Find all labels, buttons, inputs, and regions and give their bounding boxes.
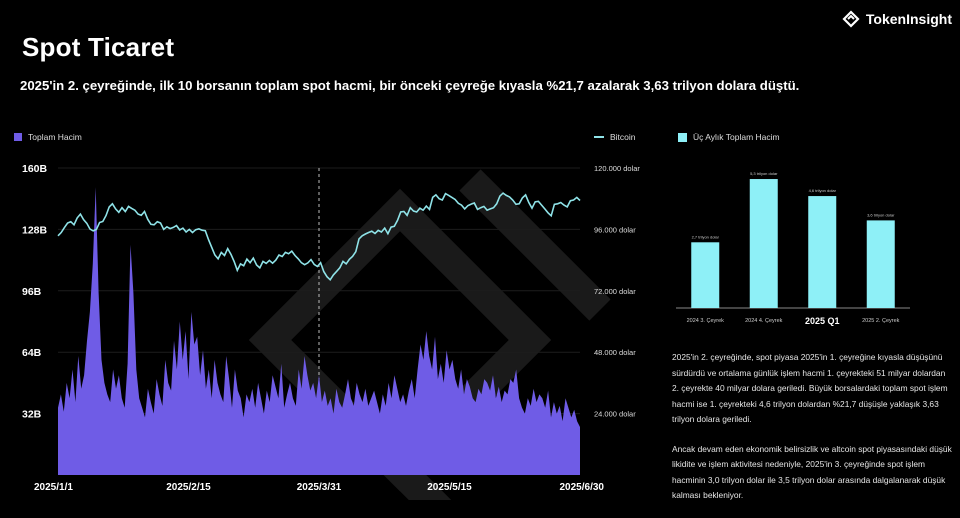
brand-logo: TokenInsight [842,10,952,28]
quarter-bar [749,179,778,308]
y-left-tick-label: 32B [22,409,42,421]
legend-volume: Toplam Hacim [14,132,82,142]
y-left-tick-label: 96B [22,286,42,298]
quarter-category-label: 2025 2. Çeyrek [862,318,900,324]
legend-quarterly: Üç Aylık Toplam Hacim [678,132,780,142]
y-left-tick-label: 128B [22,224,48,236]
legend-volume-swatch [14,133,22,141]
quarter-bar [866,220,895,308]
volume-bitcoin-chart: 32B 64B 96B 128B 160B 24.000 dolar 48.000 dol… [22,163,640,500]
y-right-tick-label: 24.000 dolar [594,410,636,419]
x-tick-label: 2025/3/31 [297,482,342,493]
analysis-paragraph-1: 2025'in 2. çeyreğinde, spot piyasa 2025'… [672,352,948,424]
legend-bitcoin-label: Bitcoin [610,132,636,142]
quarter-bar-value-label: 2,7 trilyon dolar [692,234,720,239]
x-tick-label: 2025/6/30 [560,482,605,493]
brand-name: TokenInsight [865,11,952,27]
y-right-tick-label: 72.000 dolar [594,287,636,296]
legend-quarterly-label: Üç Aylık Toplam Hacim [693,132,780,142]
quarter-category-label: 2024 4. Çeyrek [745,318,783,324]
y-left-tick-label: 160B [22,163,48,175]
legend-quarterly-swatch [678,132,687,142]
page-title: Spot Ticaret [22,32,175,62]
y-left-tick-label: 64B [22,347,42,359]
x-tick-label: 2025/1/1 [34,482,73,493]
volume-series-area [58,187,580,475]
y-right-tick-label: 96.000 dolar [594,225,636,234]
y-right-tick-label: 120.000 dolar [594,164,640,173]
quarter-bar [691,242,720,308]
quarter-bar-value-label: 3,6 trilyon dolar [867,212,895,217]
analysis-paragraph-2: Ancak devam eden ekonomik belirsizlik ve… [672,443,952,501]
analysis-notes: 2025'in 2. çeyreğinde, spot piyasa 2025'… [672,350,954,518]
x-tick-label: 2025/2/15 [166,482,211,493]
legend-bitcoin-swatch [594,136,604,138]
quarter-bar-value-label: 5,3 trilyon dolar [750,171,778,176]
tokeninsight-logo-icon [842,10,860,28]
quarter-category-label: 2025 Q1 [805,316,840,326]
quarterly-volume-chart: 2,7 trilyon dolar 2024 3. Çeyrek 5,3 trily… [676,171,910,326]
y-right-tick-label: 48.000 dolar [594,348,636,357]
quarter-bar [808,196,837,308]
legend-bitcoin: Bitcoin [594,132,636,142]
page-subtitle: 2025'in 2. çeyreğinde, ilk 10 borsanın t… [20,78,800,93]
x-tick-label: 2025/5/15 [427,482,472,493]
bitcoin-series-line [57,192,581,282]
quarter-bar-value-label: 4,6 trilyon dolar [809,188,837,193]
quarter-category-label: 2024 3. Çeyrek [687,318,725,324]
legend-volume-label: Toplam Hacim [28,132,82,142]
